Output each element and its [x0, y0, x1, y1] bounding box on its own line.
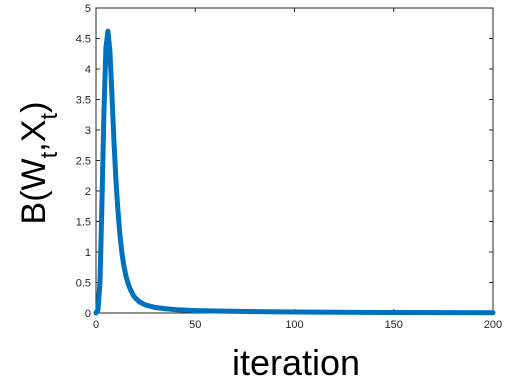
- y-tick-label: 2.5: [76, 156, 91, 168]
- y-label-prefix: B(W: [15, 158, 53, 224]
- y-axis-label: B(Wt,Xt): [15, 102, 63, 225]
- x-tick-label: 100: [285, 319, 303, 331]
- y-tick-label: 1: [85, 247, 91, 259]
- series-layer: [93, 28, 496, 316]
- y-tick-label: 0.5: [76, 278, 91, 290]
- y-label-sub1: t: [36, 151, 63, 158]
- series-line-0: [93, 28, 496, 316]
- y-label-mid: ,X: [15, 120, 53, 152]
- plot-box: [95, 7, 494, 314]
- x-tick-label: 0: [93, 319, 99, 331]
- y-tick-label: 3: [85, 125, 91, 137]
- y-tick-label: 1.5: [76, 217, 91, 229]
- y-tick-label: 4: [85, 64, 91, 76]
- y-tick-label: 3.5: [76, 95, 91, 107]
- tick-labels: 0 50 100 150 200 0 0.5 1 1.5 2 2.5 3 3.5 4 4.5 5: [76, 3, 502, 331]
- y-label-sub2: t: [36, 113, 63, 120]
- y-tick-label: 5: [85, 3, 91, 15]
- y-label-suffix: ): [15, 102, 53, 113]
- x-tick-label: 50: [189, 319, 201, 331]
- y-tick-label: 2: [85, 186, 91, 198]
- x-tick-label: 150: [385, 319, 403, 331]
- y-tick-label: 0: [85, 308, 91, 320]
- axes: [95, 7, 494, 314]
- y-tick-label: 4.5: [76, 34, 91, 46]
- x-axis-label: iteration: [232, 342, 360, 383]
- x-tick-label: 200: [484, 319, 502, 331]
